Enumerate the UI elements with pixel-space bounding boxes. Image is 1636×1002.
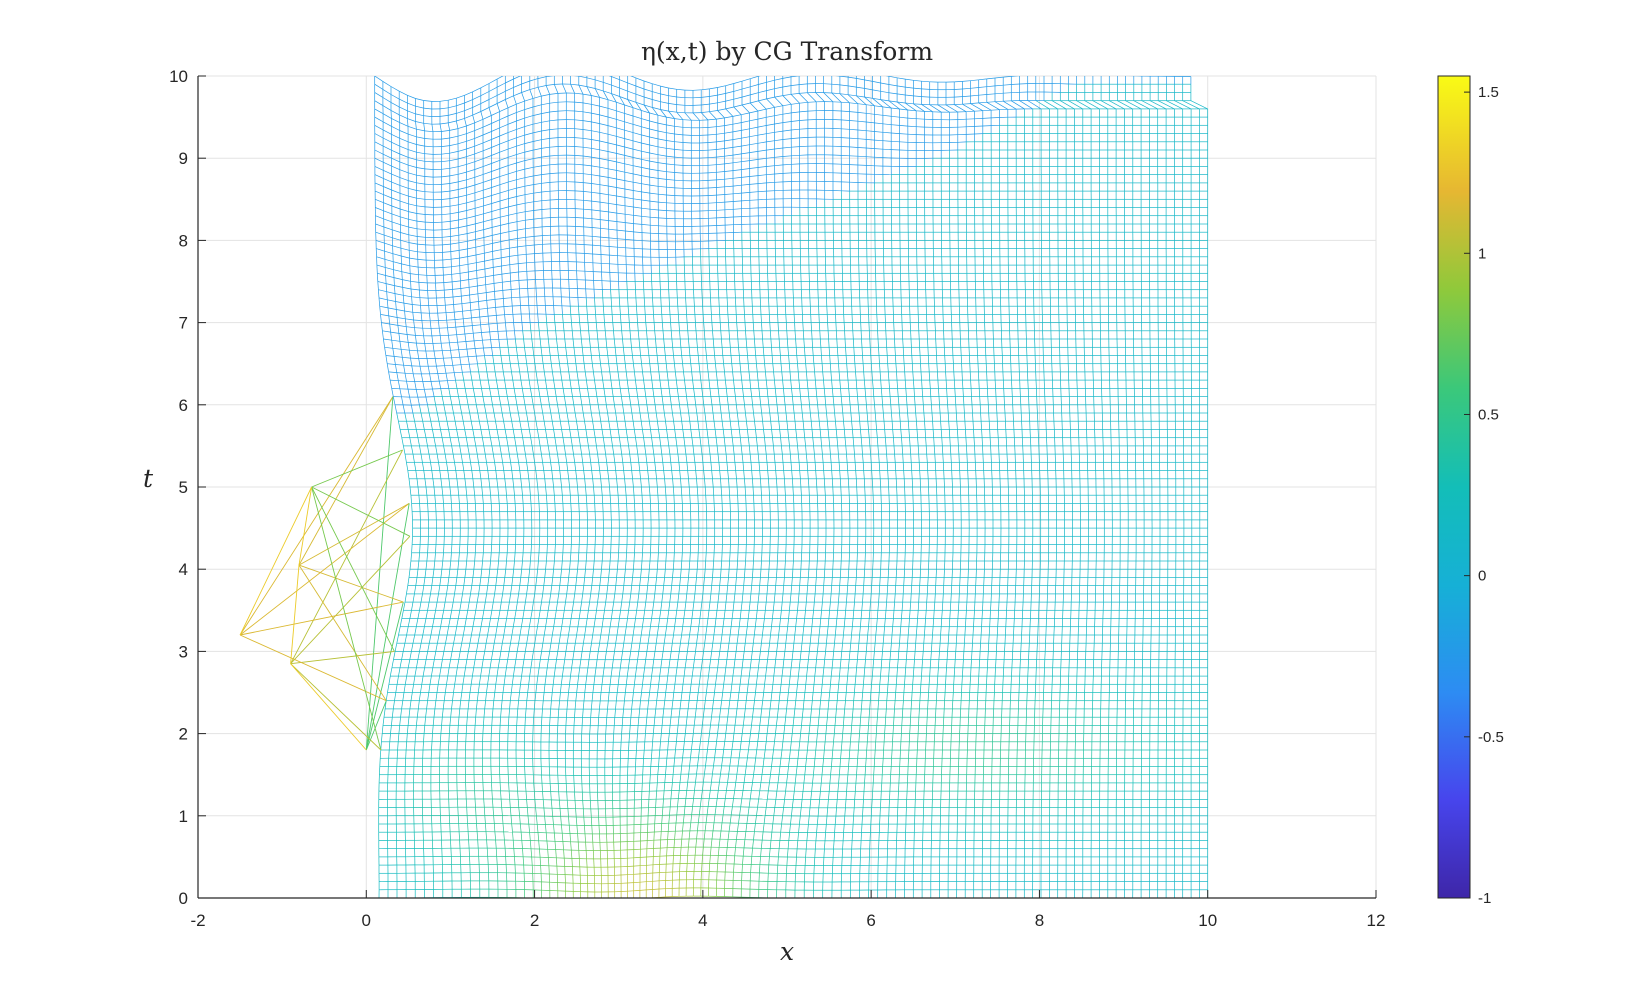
mesh-edge <box>639 881 647 883</box>
mesh-edge <box>639 889 647 891</box>
mesh-edge <box>646 864 654 866</box>
mesh-edge <box>652 888 660 890</box>
mesh-surface <box>374 76 1209 898</box>
mesh-edge <box>652 880 660 882</box>
mesh-edge <box>646 872 653 874</box>
